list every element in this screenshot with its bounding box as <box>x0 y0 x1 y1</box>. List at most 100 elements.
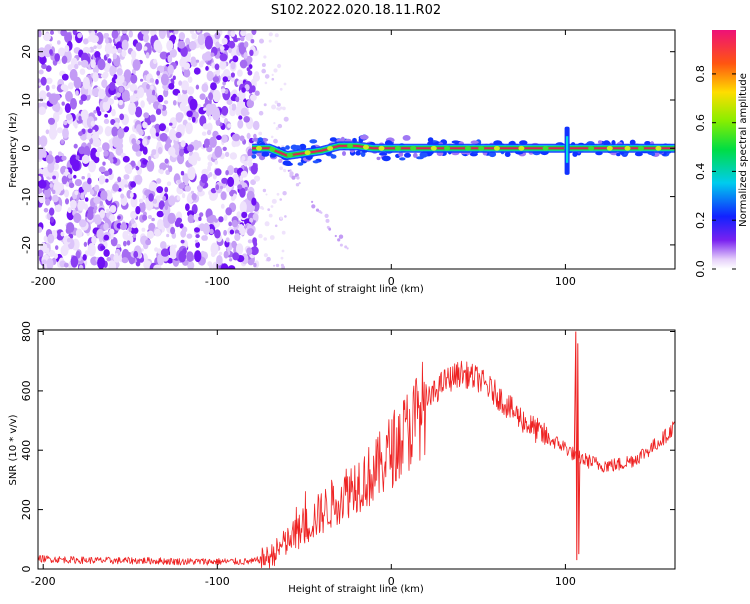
noise-speck <box>221 134 228 143</box>
tail-speck <box>324 213 329 218</box>
noise-speck <box>238 115 243 120</box>
noise-speck <box>54 204 62 213</box>
noise-speck <box>155 132 159 137</box>
noise-speck <box>258 233 263 239</box>
noise-speck <box>277 123 283 129</box>
noise-speck <box>150 85 154 90</box>
noise-speck <box>77 61 82 66</box>
noise-speck <box>80 192 85 200</box>
noise-speck <box>87 211 94 221</box>
noise-speck <box>213 218 219 223</box>
noise-speck <box>170 226 176 235</box>
noise-speck <box>231 219 239 228</box>
noise-speck <box>202 225 206 231</box>
noise-speck <box>106 257 112 262</box>
noise-speck <box>154 228 161 237</box>
noise-speck <box>274 224 278 228</box>
track-halo-speck <box>312 160 320 164</box>
noise-speck <box>148 193 154 202</box>
noise-speck <box>200 173 208 184</box>
noise-speck <box>51 84 56 90</box>
noise-speck <box>61 101 65 106</box>
noise-speck <box>57 151 62 156</box>
noise-speck <box>155 108 162 115</box>
noise-speck <box>187 214 194 224</box>
track-knot <box>286 152 293 158</box>
noise-speck <box>199 212 204 218</box>
noise-speck <box>80 94 88 102</box>
track-knot <box>269 147 276 152</box>
noise-speck <box>142 138 148 147</box>
track-knot <box>378 145 385 151</box>
noise-speck <box>180 46 188 57</box>
noise-speck <box>99 200 104 206</box>
noise-speck <box>106 208 110 213</box>
noise-speck <box>123 174 130 180</box>
noise-speck <box>146 230 154 239</box>
noise-speck <box>264 74 270 79</box>
noise-speck <box>222 76 228 83</box>
noise-speck <box>243 41 249 48</box>
noise-speck <box>204 138 210 148</box>
noise-speck <box>181 80 189 91</box>
noise-speck <box>146 83 150 90</box>
noise-speck <box>280 256 284 260</box>
noise-speck <box>79 68 86 75</box>
noise-speck <box>279 106 283 110</box>
noise-speck <box>38 226 43 233</box>
noise-speck <box>183 62 191 70</box>
noise-speck <box>64 168 69 174</box>
noise-speck <box>186 233 193 239</box>
noise-speck <box>269 235 275 240</box>
noise-speck <box>111 126 118 137</box>
noise-speck <box>250 39 255 44</box>
noise-speck <box>38 192 46 204</box>
spectrogram-xtick-label: 0 <box>388 275 395 288</box>
noise-speck <box>108 260 117 269</box>
noise-speck <box>234 233 241 242</box>
noise-speck <box>94 51 101 59</box>
noise-speck <box>250 162 258 175</box>
noise-speck <box>147 202 154 209</box>
noise-speck <box>251 197 257 206</box>
tail-speck <box>289 169 292 172</box>
noise-speck <box>263 103 267 107</box>
noise-speck <box>182 173 190 184</box>
noise-speck <box>209 264 213 269</box>
noise-speck <box>38 249 44 257</box>
doppler-track <box>249 126 675 175</box>
noise-speck <box>45 198 51 206</box>
noise-speck <box>103 234 110 241</box>
snr-xtick-label: 0 <box>388 575 395 588</box>
track-knot <box>478 145 485 151</box>
noise-speck <box>79 219 87 228</box>
track-knot <box>430 145 437 151</box>
noise-speck <box>97 146 103 153</box>
noise-speck <box>77 200 85 211</box>
noise-speck <box>179 148 185 157</box>
noise-speck <box>86 133 92 140</box>
noise-speck <box>97 58 106 71</box>
noise-speck <box>101 79 108 89</box>
noise-speck <box>129 95 137 103</box>
track-knot <box>410 145 417 151</box>
track-halo-speck <box>419 151 428 158</box>
noise-speck <box>90 133 99 147</box>
noise-speck <box>187 76 193 83</box>
noise-speck <box>149 127 156 136</box>
noise-speck <box>113 74 118 80</box>
noise-speck <box>176 195 181 201</box>
spectrogram-xtick-label: -200 <box>31 275 56 288</box>
noise-speck <box>250 246 259 256</box>
noise-speck <box>241 87 246 93</box>
track-knot <box>304 150 311 156</box>
noise-speck <box>148 222 156 232</box>
noise-speck <box>228 47 232 54</box>
noise-speck <box>214 63 220 71</box>
noise-speck <box>169 48 177 58</box>
track-halo-speck <box>381 155 391 162</box>
tail-speck <box>291 175 296 180</box>
tail-speck <box>278 158 283 163</box>
noise-speck <box>189 30 195 35</box>
